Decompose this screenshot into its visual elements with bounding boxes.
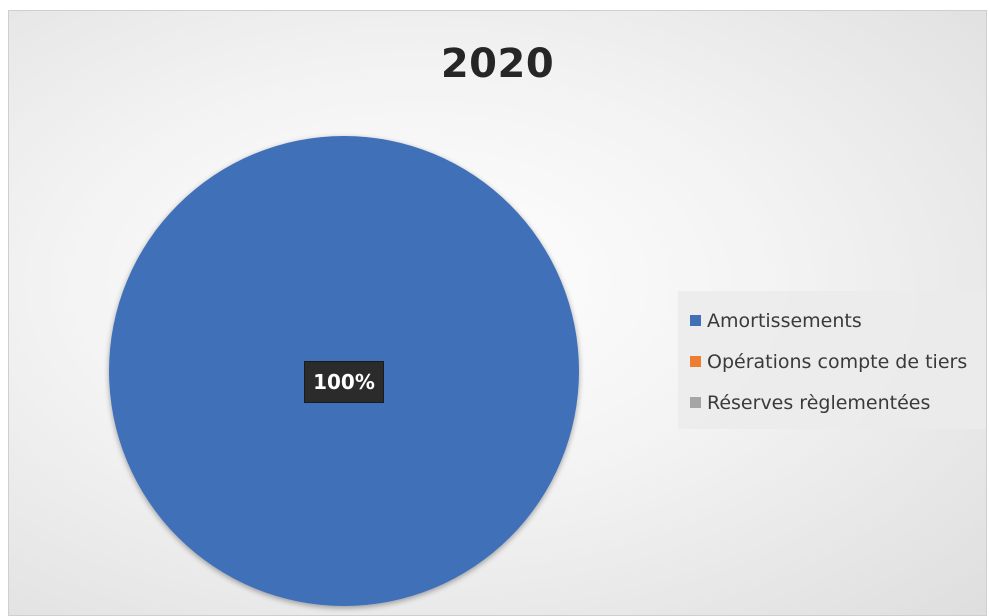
legend-item-operations-compte-de-tiers: Opérations compte de tiers	[678, 341, 986, 382]
legend-item-reserves-reglementees: Réserves règlementées	[678, 382, 986, 423]
data-label-text: 100%	[313, 370, 375, 394]
legend-label-amortissements: Amortissements	[707, 309, 862, 332]
legend-swatch-amortissements	[690, 315, 701, 326]
legend-label-operations-compte-de-tiers: Opérations compte de tiers	[707, 350, 968, 373]
chart-area: 2020 100% Amortissements Opérations comp…	[8, 10, 987, 616]
legend-swatch-reserves-reglementees	[690, 397, 701, 408]
legend: Amortissements Opérations compte de tier…	[678, 291, 986, 429]
data-label-amortissements: 100%	[305, 362, 383, 402]
chart-title: 2020	[440, 41, 555, 87]
legend-swatch-operations-compte-de-tiers	[690, 356, 701, 367]
legend-label-reserves-reglementees: Réserves règlementées	[707, 391, 931, 414]
legend-item-amortissements: Amortissements	[678, 300, 986, 341]
